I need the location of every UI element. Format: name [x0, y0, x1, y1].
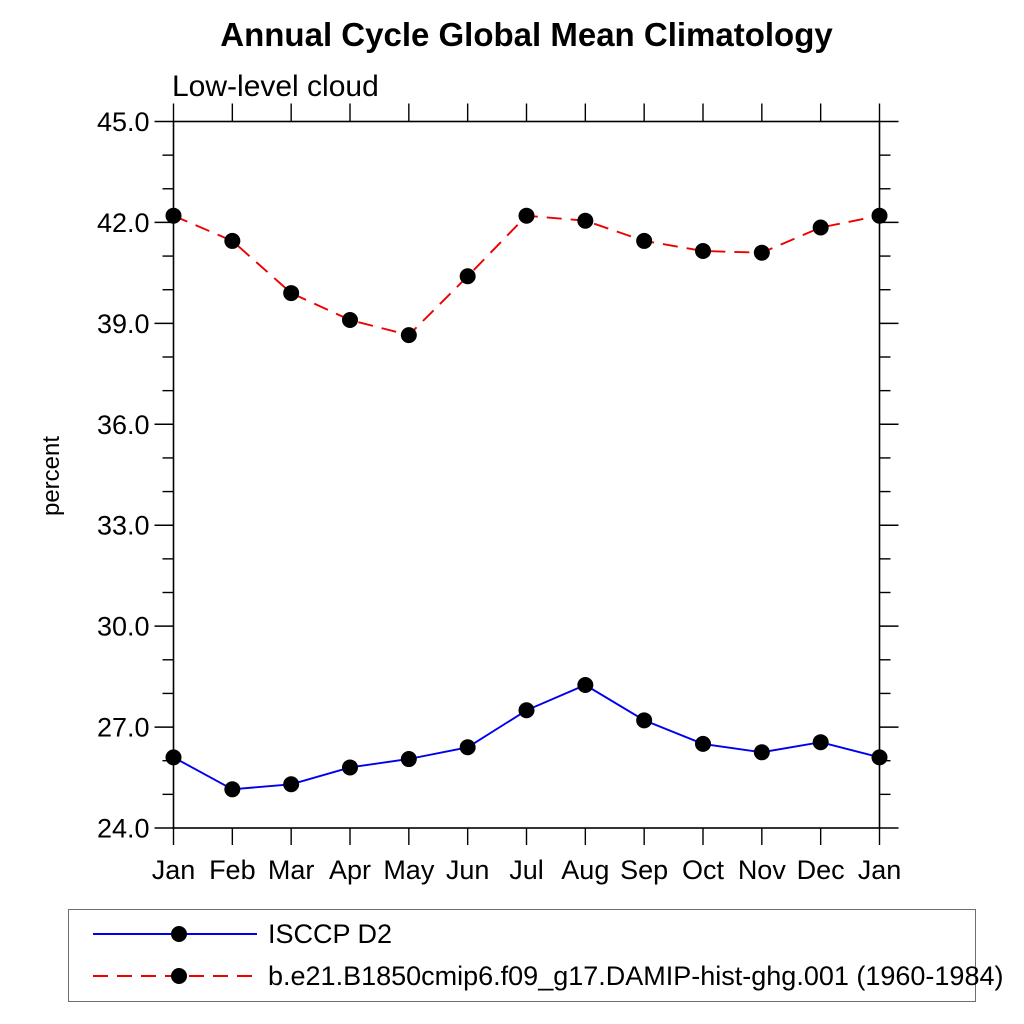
series-0-marker [871, 749, 888, 766]
series-1-marker [577, 212, 594, 229]
x-tick-label: Oct [682, 855, 725, 885]
series-0-marker [518, 702, 535, 719]
legend-marker [171, 926, 187, 942]
chart-title: Annual Cycle Global Mean Climatology [220, 16, 833, 53]
series-0-marker [753, 744, 770, 761]
legend-line-sample [93, 968, 257, 984]
series-1-marker [812, 219, 829, 236]
series-1-marker [695, 243, 711, 260]
series-line-1 [173, 214, 880, 337]
series-0-marker [636, 712, 653, 729]
y-tick-label: 30.0 [97, 612, 150, 642]
x-tick-label: Jul [509, 855, 544, 885]
series-line-0 [173, 683, 880, 791]
series-1-marker [753, 244, 770, 261]
y-tick-label: 39.0 [97, 309, 150, 339]
x-tick-label: Aug [561, 855, 609, 885]
x-tick-label: Nov [738, 855, 787, 885]
series-1-marker [459, 268, 476, 285]
series-1-marker [283, 285, 300, 302]
series-0-marker [695, 735, 711, 752]
x-tick-label: Jun [446, 855, 490, 885]
legend-label: b.e21.B1850cmip6.f09_g17.DAMIP-hist-ghg.… [268, 960, 1004, 991]
x-tick-label: Mar [268, 855, 315, 885]
series-0-marker [224, 781, 241, 798]
y-tick-label: 33.0 [97, 511, 150, 541]
legend-label: ISCCP D2 [268, 918, 393, 949]
legend-line-sample [93, 926, 257, 942]
series-1-marker [165, 207, 182, 224]
series-0-marker [283, 776, 300, 793]
x-tick-label: Feb [209, 855, 256, 885]
series-0-marker [165, 749, 182, 766]
x-tick-label: Jan [858, 855, 902, 885]
series-1-marker [871, 207, 888, 224]
legend-row-0: ISCCP D2 [91, 919, 392, 949]
series-1-marker [224, 232, 241, 249]
legend-row-1: b.e21.B1850cmip6.f09_g17.DAMIP-hist-ghg.… [91, 961, 1003, 991]
series-0-marker [342, 759, 358, 776]
series-0-marker [400, 751, 417, 768]
y-tick-label: 24.0 [97, 814, 150, 844]
x-tick-label: Jan [152, 855, 196, 885]
series-0-marker [577, 677, 594, 694]
y-tick-label: 36.0 [97, 410, 150, 440]
plot-frame [172, 120, 881, 829]
series-1-marker [400, 327, 417, 344]
series-1-marker [342, 311, 358, 328]
x-tick-label: Sep [620, 855, 668, 885]
x-tick-label: Apr [329, 855, 371, 885]
y-tick-label: 42.0 [97, 208, 150, 238]
x-tick-label: Dec [797, 855, 845, 885]
x-tick-label: May [383, 855, 435, 885]
y-tick-label: 45.0 [97, 107, 150, 137]
series-0-marker [459, 739, 476, 756]
legend-box: ISCCP D2 b.e21.B1850cmip6.f09_g17.DAMIP-h… [68, 909, 1003, 1002]
legend-marker [171, 968, 187, 984]
series-0-marker [812, 734, 829, 751]
chart-subtitle: Low-level cloud [172, 70, 379, 103]
series-1-marker [636, 232, 653, 249]
y-tick-label: 27.0 [97, 713, 150, 743]
series-1-marker [518, 207, 535, 224]
